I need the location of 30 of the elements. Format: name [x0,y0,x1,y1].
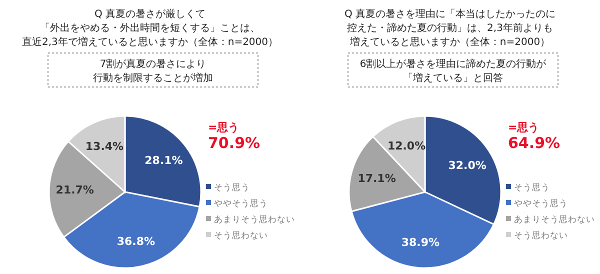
text: 「増えている」と回答 [403,73,503,84]
legend-label: ややそう思う [214,198,268,209]
text: 控えた・諦めた夏の行動」は、2,3年前よりも [347,23,553,34]
legend-label: あまりそう思わない [214,214,295,225]
legend-label: そう思わない [214,230,268,241]
legend-label: ややそう思う [514,198,568,209]
data-label: 32.0% [448,159,486,172]
text: 64.9% [508,134,560,152]
text: 直近2,3年で増えていると思いますか（全体：n=2000） [22,37,278,48]
legend-label: あまりそう思わない [514,214,595,225]
text: 70.9% [208,134,260,152]
text: 7割が真夏の暑さにより [100,59,206,70]
data-label: 13.4% [85,140,124,154]
data-label: 21.7% [56,184,94,197]
data-label: 28.1% [144,154,183,168]
text: 行動を制限することが増加 [93,73,213,84]
text: Q 真夏の暑さが厳しくて [94,9,206,20]
legend-label: そう思う [214,182,250,193]
legend-label: そう思う [514,182,550,193]
data-label: 17.1% [358,172,396,186]
legend-label: そう思わない [514,230,568,241]
text: 増えていると思いますか（全体：n=2000） [350,37,550,48]
text: =思う [208,121,240,134]
text: 「外出をやめる・外出時間を短くする」ことは、 [40,23,260,34]
text: =思う [508,121,540,134]
data-label: 38.9% [401,236,440,249]
data-label: 36.8% [116,234,156,248]
text: Q 真夏の暑さを理由に「本当はしたかったのに [344,9,556,20]
text: 6割以上が暑さを理由に諦めた夏の行動が [360,59,546,70]
data-label: 12.0% [387,139,426,152]
